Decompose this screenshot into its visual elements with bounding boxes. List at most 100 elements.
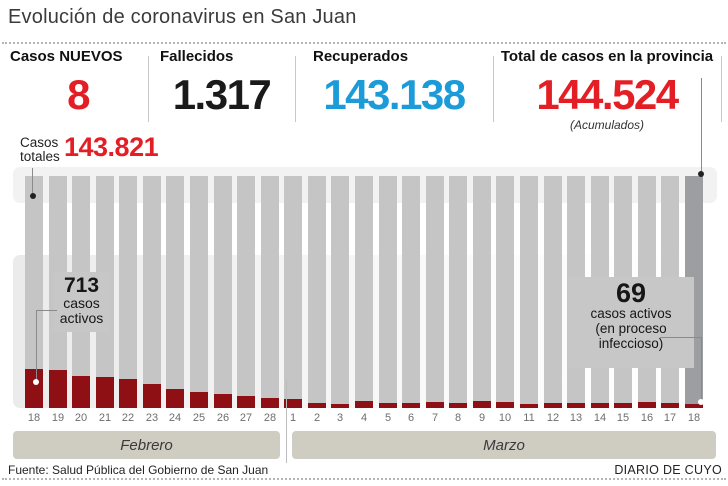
- bar-active-cases: [496, 402, 514, 408]
- stat-label: Recuperados: [313, 48, 409, 65]
- source-credit: Fuente: Salud Pública del Gobierno de Sa…: [8, 463, 269, 477]
- active-end-connector-line: [701, 337, 702, 401]
- x-axis-day-label: 10: [498, 412, 512, 424]
- total-cases-connector-dot: [30, 193, 36, 199]
- stat-deaths: Fallecidos 1.317: [148, 48, 295, 116]
- month-band-march: Marzo: [292, 431, 716, 459]
- bar-total-cases: 3: [331, 176, 349, 424]
- bar-active-cases: [379, 403, 397, 408]
- x-axis-day-label: 13: [569, 412, 583, 424]
- bar-active-cases: [190, 392, 208, 408]
- bar-total-cases: 22: [119, 176, 137, 424]
- bar-active-cases: [261, 398, 279, 408]
- stat-value: 1.317: [172, 71, 272, 118]
- x-axis-day-label: 18: [687, 412, 701, 424]
- bar-active-cases: [402, 403, 420, 408]
- stat-total-province: Total de casos en la provincia 144.524 (…: [493, 48, 721, 132]
- bottom-dotted-rule: [2, 478, 726, 480]
- x-axis-day-label: 25: [192, 412, 206, 424]
- bar-active-cases: [520, 404, 538, 408]
- stat-new-cases: Casos NUEVOS 8: [8, 48, 148, 116]
- x-axis-day-label: 18: [27, 412, 41, 424]
- x-axis-day-label: 7: [431, 412, 439, 424]
- bar-active-cases: [685, 404, 703, 408]
- x-axis-day-label: 14: [593, 412, 607, 424]
- annotation-text: infeccioso): [598, 336, 664, 351]
- stat-recovered: Recuperados 143.138: [295, 48, 493, 116]
- x-axis-day-label: 15: [616, 412, 630, 424]
- stats-divider: [493, 56, 494, 122]
- x-axis-day-label: 19: [51, 412, 65, 424]
- active-end-connector-line: [660, 337, 701, 338]
- stats-divider: [721, 56, 722, 122]
- stat-label: Casos NUEVOS: [10, 48, 123, 65]
- x-axis-day-label: 24: [168, 412, 182, 424]
- x-axis-day-label: 20: [74, 412, 88, 424]
- bar-total-cases: 10: [496, 176, 514, 424]
- bar-total-cases: 12: [544, 176, 562, 424]
- annotation-value: 69: [615, 278, 647, 308]
- stat-subtitle: (Acumulados): [569, 118, 645, 132]
- total-cases-connector-line: [32, 168, 33, 195]
- x-axis-day-label: 5: [384, 412, 392, 424]
- bar-total-cases: 26: [214, 176, 232, 424]
- x-axis-day-label: 16: [640, 412, 654, 424]
- x-axis-day-label: 11: [523, 412, 535, 424]
- x-axis-day-label: 28: [263, 412, 277, 424]
- publisher-credit: DIARIO DE CUYO: [614, 463, 722, 477]
- bar-active-cases: [308, 403, 326, 408]
- stat-label: Total de casos en la provincia: [500, 48, 714, 65]
- stats-divider: [295, 56, 296, 122]
- month-divider-line: [286, 380, 287, 463]
- bar-active-cases: [638, 402, 656, 408]
- bar-active-cases: [166, 389, 184, 408]
- x-axis-day-label: 26: [216, 412, 230, 424]
- bar-total-cases: 7: [426, 176, 444, 424]
- bar-active-cases: [143, 384, 161, 408]
- active-start-connector-line: [36, 310, 37, 382]
- x-axis-day-label: 9: [478, 412, 486, 424]
- bar-total-cases: 24: [166, 176, 184, 424]
- bar-total-cases: 18: [25, 176, 43, 424]
- active-start-connector-dot: [33, 379, 39, 385]
- x-axis-day-label: 12: [546, 412, 560, 424]
- bar-active-cases: [614, 403, 632, 408]
- annotation-text: casos activos: [590, 306, 672, 321]
- stat-label: Fallecidos: [160, 48, 234, 65]
- bar-active-cases: [214, 394, 232, 408]
- total-cases-callout-label: Casos totales: [20, 135, 60, 164]
- x-axis-day-label: 23: [145, 412, 159, 424]
- bar-active-cases: [449, 403, 467, 408]
- active-cases-start-annotation: 713 casos activos: [53, 272, 110, 332]
- bar-total-cases: 23: [143, 176, 161, 424]
- stat-value: 143.138: [323, 71, 466, 118]
- annotation-text: activos: [59, 310, 104, 326]
- bar-active-cases: [473, 401, 491, 408]
- total-cases-callout-value: 143.821: [64, 132, 159, 162]
- x-axis-day-label: 4: [360, 412, 368, 424]
- bar-active-cases: [355, 401, 373, 408]
- active-end-connector-dot: [698, 399, 704, 405]
- bar-total-cases: 8: [449, 176, 467, 424]
- top-dotted-rule: [2, 42, 726, 44]
- bar-total-cases: 6: [402, 176, 420, 424]
- x-axis-day-label: 22: [121, 412, 135, 424]
- x-axis-day-label: 3: [336, 412, 344, 424]
- bar-active-cases: [96, 377, 114, 408]
- bar-active-cases: [72, 376, 90, 408]
- bar-active-cases: [49, 370, 67, 408]
- bar-total-cases: 4: [355, 176, 373, 424]
- bar-total-cases: 5: [379, 176, 397, 424]
- annotation-text: casos: [63, 295, 100, 311]
- bar-total-cases: 1: [284, 176, 302, 424]
- stat-value: 144.524: [536, 71, 679, 118]
- active-cases-end-annotation: 69 casos activos (en proceso infeccioso): [568, 277, 694, 368]
- bar-active-cases: [661, 403, 679, 408]
- bar-total-cases: 28: [261, 176, 279, 424]
- x-axis-day-label: 21: [98, 412, 112, 424]
- active-start-connector-line: [36, 310, 57, 311]
- x-axis-day-label: 17: [663, 412, 677, 424]
- x-axis-day-label: 6: [407, 412, 415, 424]
- stat-value: 8: [67, 71, 90, 118]
- bar-active-cases: [25, 369, 43, 408]
